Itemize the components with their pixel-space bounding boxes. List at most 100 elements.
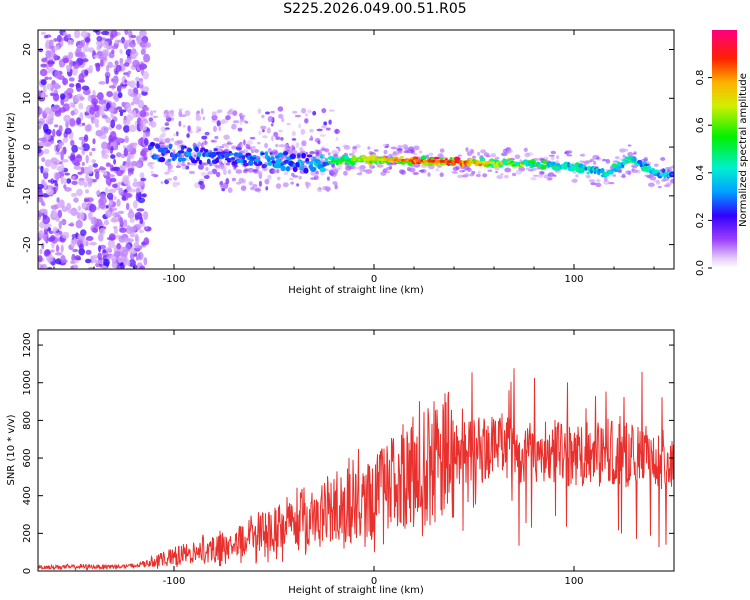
halo-blob — [660, 157, 666, 161]
halo-blob — [511, 172, 517, 177]
noise-blob — [52, 180, 58, 184]
halo-blob — [506, 151, 510, 154]
noise-blob — [52, 128, 56, 138]
noise-blob — [85, 258, 92, 264]
ridge-blob — [177, 150, 185, 154]
halo-blob — [530, 177, 537, 181]
noise-blob — [109, 199, 113, 206]
noise-blob — [63, 114, 71, 123]
noise-blob — [72, 95, 81, 103]
ridge-blob — [310, 166, 317, 172]
noise-blob — [316, 186, 323, 193]
noise-blob — [121, 195, 127, 201]
noise-blob — [132, 109, 137, 119]
noise-blob — [101, 30, 109, 36]
noise-blob — [52, 93, 60, 102]
noise-blob — [71, 180, 78, 185]
noise-blob — [106, 162, 112, 167]
halo-blob — [310, 171, 316, 175]
halo-blob — [330, 170, 335, 175]
halo-blob — [622, 154, 626, 158]
noise-blob — [326, 176, 330, 181]
noise-blob — [84, 69, 89, 76]
noise-blob — [197, 164, 204, 170]
noise-blob — [323, 121, 328, 126]
noise-blob — [73, 165, 82, 170]
noise-blob — [151, 173, 157, 177]
halo-blob — [343, 145, 351, 150]
noise-blob — [301, 140, 307, 147]
halo-blob — [575, 174, 579, 178]
noise-blob — [292, 110, 298, 114]
ridge-blob — [277, 152, 284, 157]
noise-blob — [128, 40, 136, 48]
noise-blob — [73, 162, 81, 167]
noise-blob — [220, 183, 223, 189]
noise-blob — [184, 110, 191, 117]
halo-blob — [345, 166, 352, 171]
halo-blob — [149, 162, 155, 165]
noise-blob — [332, 181, 338, 185]
ridge-blob — [647, 165, 651, 171]
noise-blob — [126, 144, 134, 153]
noise-blob — [51, 80, 56, 85]
noise-blob — [262, 129, 265, 133]
noise-blob — [278, 129, 283, 133]
noise-blob — [100, 58, 104, 68]
noise-blob — [105, 148, 110, 154]
noise-blob — [300, 128, 306, 135]
ridge-blob — [170, 153, 175, 157]
noise-blob — [39, 197, 44, 203]
noise-blob — [105, 247, 112, 252]
ridge-blob — [227, 160, 232, 163]
ridge-blob — [264, 151, 269, 157]
ridge-blob — [283, 151, 289, 156]
halo-blob — [475, 173, 481, 178]
ridge-blob — [258, 161, 263, 166]
noise-blob — [41, 202, 46, 207]
noise-blob — [167, 167, 172, 173]
noise-blob — [55, 151, 63, 155]
noise-blob — [71, 144, 79, 153]
noise-blob — [139, 229, 144, 234]
noise-blob — [173, 133, 177, 137]
noise-blob — [144, 42, 151, 48]
noise-blob — [117, 39, 123, 43]
noise-blob — [89, 106, 96, 115]
noise-blob — [295, 142, 300, 149]
noise-blob — [261, 114, 265, 119]
halo-blob — [603, 179, 610, 185]
ridge-blob — [351, 154, 357, 160]
noise-blob — [76, 188, 83, 196]
halo-blob — [487, 169, 493, 172]
halo-blob — [501, 152, 508, 157]
noise-blob — [227, 187, 233, 193]
noise-blob — [171, 169, 174, 173]
noise-blob — [38, 141, 45, 148]
ridge-blob — [626, 160, 631, 163]
noise-blob — [75, 154, 83, 163]
noise-blob — [67, 52, 73, 60]
halo-blob — [546, 178, 552, 181]
noise-blob — [143, 226, 148, 230]
noise-blob — [128, 173, 132, 177]
halo-blob — [176, 140, 183, 145]
halo-blob — [548, 154, 555, 157]
halo-blob — [477, 151, 481, 156]
noise-blob — [60, 219, 67, 225]
halo-blob — [632, 152, 637, 155]
noise-blob — [124, 192, 133, 199]
halo-blob — [384, 146, 389, 149]
ridge-blob — [180, 157, 187, 162]
halo-blob — [390, 146, 398, 150]
halo-blob — [604, 176, 608, 182]
noise-blob — [98, 245, 102, 253]
halo-blob — [231, 165, 239, 168]
noise-blob — [67, 39, 72, 46]
noise-blob — [278, 113, 284, 119]
noise-blob — [126, 153, 135, 160]
ridge-blob — [300, 162, 305, 166]
noise-blob — [38, 106, 43, 115]
noise-blob — [116, 169, 124, 177]
